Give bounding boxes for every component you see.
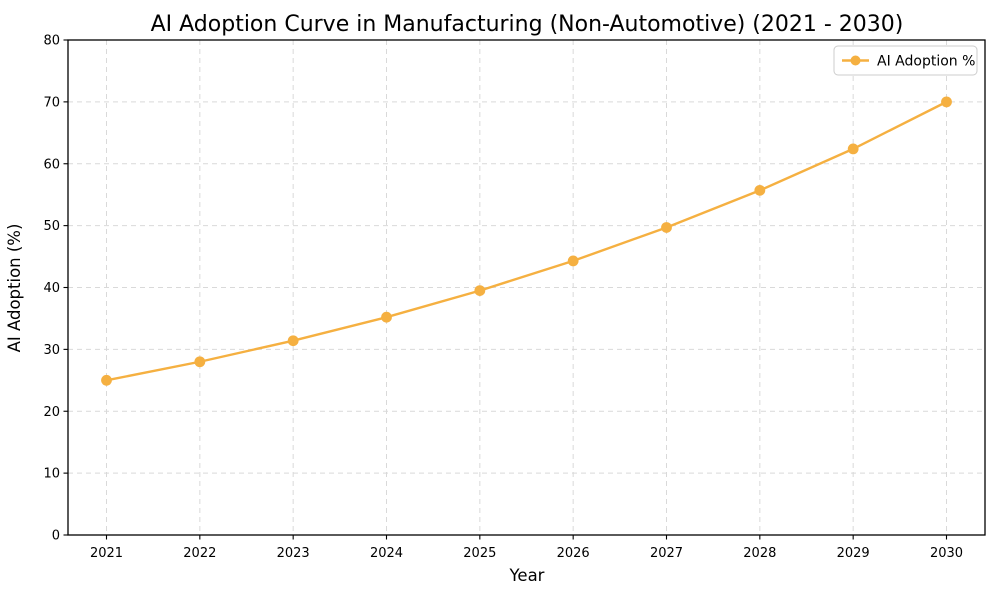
x-tick-label: 2023 bbox=[277, 546, 310, 561]
x-tick-label: 2027 bbox=[650, 546, 683, 561]
x-axis-label: Year bbox=[509, 566, 545, 585]
data-point-marker bbox=[101, 374, 112, 386]
data-point-marker bbox=[754, 184, 766, 196]
legend-box bbox=[833, 45, 978, 76]
data-point-marker bbox=[941, 96, 952, 108]
data-point-marker bbox=[194, 356, 206, 368]
grid-layer bbox=[68, 40, 985, 535]
y-tick-label: 0 bbox=[52, 529, 60, 544]
legend-label: AI Adoption % bbox=[877, 54, 975, 70]
x-tick-label: 2028 bbox=[743, 546, 776, 561]
x-tick-label: 2021 bbox=[90, 546, 123, 561]
chart-title: AI Adoption Curve in Manufacturing (Non-… bbox=[151, 12, 904, 37]
y-tick-label: 50 bbox=[43, 219, 60, 234]
data-point-marker bbox=[661, 222, 672, 233]
x-tick-label: 2026 bbox=[557, 546, 590, 561]
axis-layer: 2021 2022 2023 2024 2025 2026 2027 2028 2029 2030… bbox=[43, 34, 963, 561]
data-series-layer bbox=[101, 96, 952, 386]
data-point-marker bbox=[567, 255, 579, 267]
y-tick-label: 80 bbox=[43, 34, 60, 49]
series-line bbox=[105, 100, 948, 382]
data-point-marker bbox=[847, 143, 859, 155]
y-tick-label: 60 bbox=[43, 157, 60, 172]
data-point-marker bbox=[287, 335, 299, 347]
y-axis-label: AI Adoption (%) bbox=[5, 224, 24, 353]
x-tick-label: 2022 bbox=[183, 546, 216, 561]
y-tick-label: 20 bbox=[43, 405, 60, 420]
legend: AI Adoption % bbox=[833, 45, 978, 76]
y-tick-label: 30 bbox=[43, 343, 60, 358]
y-tick-label: 40 bbox=[43, 281, 60, 296]
x-tick-label: 2025 bbox=[463, 546, 496, 561]
x-tick-label: 2029 bbox=[837, 546, 870, 561]
legend-marker-icon bbox=[850, 55, 861, 66]
data-point-marker bbox=[381, 311, 392, 323]
y-tick-label: 70 bbox=[43, 95, 60, 110]
data-point-marker bbox=[474, 285, 486, 296]
x-tick-label: 2030 bbox=[930, 546, 963, 561]
y-tick-label: 10 bbox=[43, 467, 60, 482]
x-tick-label: 2024 bbox=[370, 546, 403, 561]
